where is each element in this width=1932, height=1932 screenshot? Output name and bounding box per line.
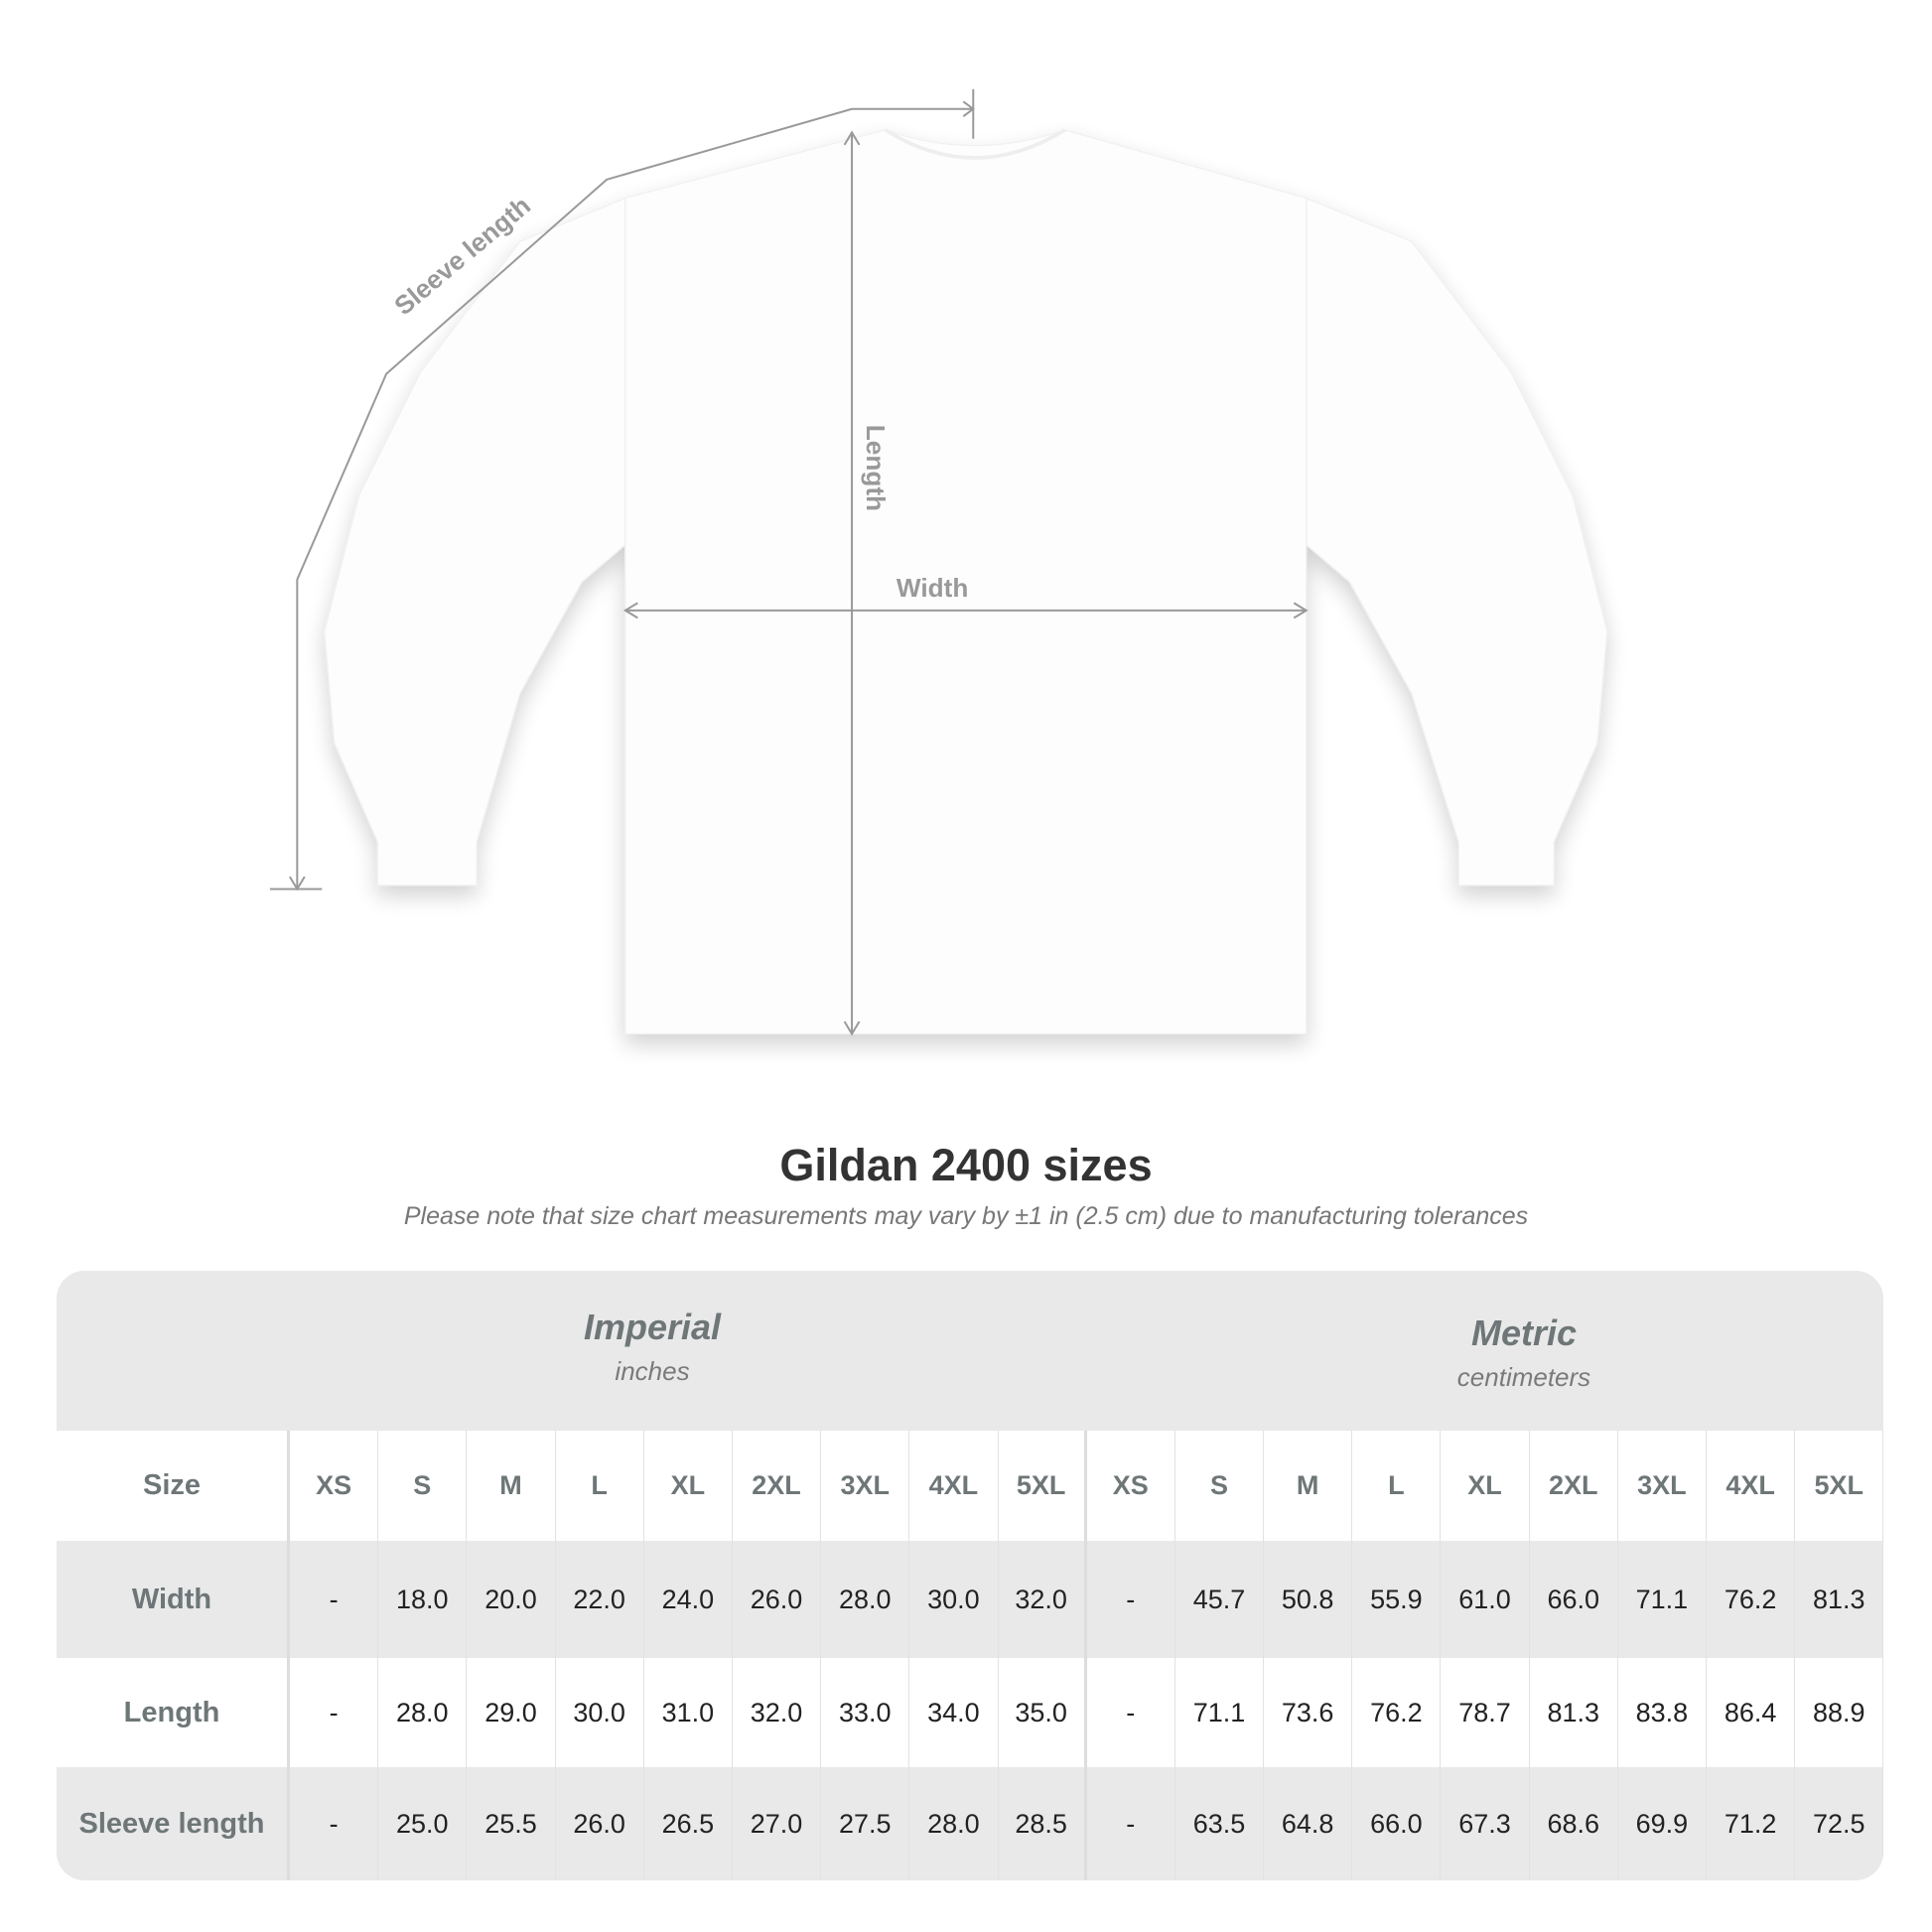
metric-value-5xl: 72.5 <box>1795 1767 1883 1880</box>
imperial-value-s: 18.0 <box>378 1541 468 1658</box>
metric-size-m: M <box>1264 1431 1353 1541</box>
imperial-title: Imperial <box>583 1307 722 1347</box>
metric-value-5xl: 88.9 <box>1795 1658 1883 1767</box>
metric-size-l: L <box>1352 1431 1442 1541</box>
metric-value-xl: 61.0 <box>1441 1541 1530 1658</box>
imperial-value-s: 25.0 <box>378 1767 468 1880</box>
imperial-value-5xl: 35.0 <box>999 1658 1087 1767</box>
imperial-value-4xl: 30.0 <box>909 1541 999 1658</box>
imperial-value-3xl: 28.0 <box>821 1541 910 1658</box>
imperial-size-l: L <box>556 1431 644 1541</box>
metric-size-xs: XS <box>1087 1431 1175 1541</box>
imperial-value-xl: 24.0 <box>644 1541 733 1658</box>
imperial-value-xl: 26.5 <box>644 1767 733 1880</box>
metric-size-4xl: 4XL <box>1707 1431 1796 1541</box>
metric-value-2xl: 81.3 <box>1530 1658 1618 1767</box>
imperial-size-3xl: 3XL <box>821 1431 910 1541</box>
metric-value-3xl: 83.8 <box>1618 1658 1707 1767</box>
imperial-value-m: 20.0 <box>467 1541 556 1658</box>
metric-value-2xl: 66.0 <box>1530 1541 1618 1658</box>
imperial-value-l: 22.0 <box>556 1541 644 1658</box>
table-row: Length -28.0 29.0 30.0 31.0 32.0 33.0 34.0 35.0-… <box>57 1658 1883 1767</box>
imperial-value-l: 26.0 <box>556 1767 644 1880</box>
measurement-lines <box>269 88 1309 1036</box>
metric-value-xs: - <box>1087 1767 1175 1880</box>
imperial-size-xl: XL <box>644 1431 733 1541</box>
imperial-size-4xl: 4XL <box>909 1431 999 1541</box>
imperial-value-l: 30.0 <box>556 1658 644 1767</box>
length-label: Length <box>861 425 891 511</box>
imperial-value-2xl: 26.0 <box>733 1541 822 1658</box>
imperial-size-xs: XS <box>290 1431 379 1541</box>
metric-size-s: S <box>1175 1431 1265 1541</box>
imperial-value-m: 29.0 <box>467 1658 556 1767</box>
metric-value-3xl: 69.9 <box>1618 1767 1707 1880</box>
size-row: Size XS S M L XL 2XL 3XL 4XL 5XL XS S M L XL 2XL 3XL 4XL 5… <box>57 1431 1883 1541</box>
metric-value-xs: - <box>1087 1541 1175 1658</box>
metric-value-l: 76.2 <box>1352 1658 1442 1767</box>
metric-unit: centimeters <box>1456 1362 1591 1392</box>
imperial-value-2xl: 32.0 <box>733 1658 822 1767</box>
metric-value-m: 64.8 <box>1264 1767 1353 1880</box>
imperial-value-xs: - <box>290 1658 379 1767</box>
imperial-value-s: 28.0 <box>378 1658 468 1767</box>
imperial-value-2xl: 27.0 <box>733 1767 822 1880</box>
metric-title: Metric <box>1470 1312 1578 1353</box>
metric-value-s: 71.1 <box>1175 1658 1265 1767</box>
metric-value-4xl: 71.2 <box>1707 1767 1796 1880</box>
unit-header: Imperial inches Metric centimeters <box>57 1271 1883 1431</box>
metric-size-5xl: 5XL <box>1795 1431 1883 1541</box>
metric-value-4xl: 76.2 <box>1707 1541 1796 1658</box>
imperial-unit: inches <box>615 1356 690 1386</box>
tolerance-note: Please note that size chart measurements… <box>403 1202 1529 1230</box>
metric-header: Metric centimeters <box>1226 1312 1822 1393</box>
metric-value-xl: 78.7 <box>1441 1658 1530 1767</box>
imperial-value-4xl: 28.0 <box>909 1767 999 1880</box>
imperial-value-3xl: 33.0 <box>821 1658 910 1767</box>
metric-value-l: 55.9 <box>1352 1541 1442 1658</box>
imperial-value-xs: - <box>290 1541 379 1658</box>
row-label: Width <box>57 1541 290 1658</box>
metric-value-5xl: 81.3 <box>1795 1541 1883 1658</box>
size-table: Imperial inches Metric centimeters Size X… <box>57 1271 1883 1880</box>
metric-value-s: 63.5 <box>1175 1767 1265 1880</box>
imperial-value-4xl: 34.0 <box>909 1658 999 1767</box>
metric-value-s: 45.7 <box>1175 1541 1265 1658</box>
row-label: Length <box>57 1658 290 1767</box>
row-label: Sleeve length <box>57 1767 290 1880</box>
metric-value-2xl: 68.6 <box>1530 1767 1618 1880</box>
metric-value-l: 66.0 <box>1352 1767 1442 1880</box>
page-title: Gildan 2400 sizes <box>779 1140 1153 1190</box>
metric-size-2xl: 2XL <box>1530 1431 1618 1541</box>
imperial-size-5xl: 5XL <box>999 1431 1087 1541</box>
metric-value-xl: 67.3 <box>1441 1767 1530 1880</box>
metric-size-xl: XL <box>1441 1431 1530 1541</box>
long-sleeve-shirt <box>324 128 1608 1035</box>
width-label: Width <box>897 573 968 603</box>
imperial-size-2xl: 2XL <box>733 1431 822 1541</box>
imperial-size-s: S <box>378 1431 468 1541</box>
metric-value-3xl: 71.1 <box>1618 1541 1707 1658</box>
metric-value-m: 73.6 <box>1264 1658 1353 1767</box>
imperial-header: Imperial inches <box>354 1307 950 1387</box>
imperial-value-xl: 31.0 <box>644 1658 733 1767</box>
metric-value-m: 50.8 <box>1264 1541 1353 1658</box>
imperial-value-m: 25.5 <box>467 1767 556 1880</box>
imperial-value-5xl: 28.5 <box>999 1767 1087 1880</box>
size-header: Size <box>57 1431 290 1541</box>
table-row: Sleeve length -25.0 25.5 26.0 26.5 27.0 27.5 28… <box>57 1767 1883 1880</box>
imperial-value-5xl: 32.0 <box>999 1541 1087 1658</box>
imperial-size-m: M <box>467 1431 556 1541</box>
table-row: Width -18.0 20.0 22.0 24.0 26.0 28.0 30.0 32.0-4… <box>57 1541 1883 1658</box>
metric-size-3xl: 3XL <box>1618 1431 1707 1541</box>
shirt-diagram: Sleeve length Length Width <box>269 88 1608 1036</box>
imperial-value-xs: - <box>290 1767 379 1880</box>
metric-value-4xl: 86.4 <box>1707 1658 1796 1767</box>
imperial-value-3xl: 27.5 <box>821 1767 910 1880</box>
metric-value-xs: - <box>1087 1658 1175 1767</box>
